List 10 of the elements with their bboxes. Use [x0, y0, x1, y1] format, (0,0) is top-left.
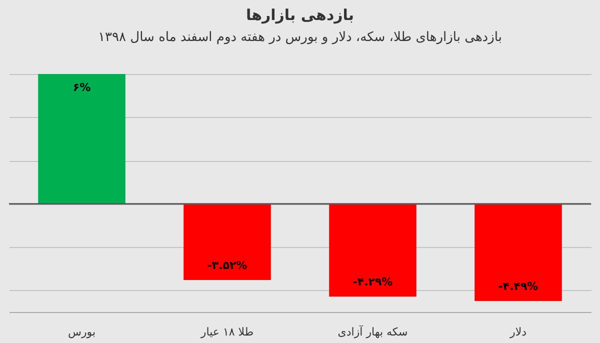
- x-tick-label: سکه بهار آزادی: [338, 324, 408, 338]
- data-label: -۴.۲۹%: [352, 276, 393, 289]
- data-label: -۴.۴۹%: [498, 280, 538, 293]
- data-label: -۳.۵۲%: [207, 258, 248, 272]
- x-tick-label: طلا ۱۸ عیار: [200, 326, 254, 338]
- data-label: ۶%: [72, 81, 91, 94]
- chart-title: بازدهی بازارها: [246, 6, 354, 24]
- x-tick-label: دلار: [509, 326, 527, 338]
- chart-subtitle: بازدهی بازارهای طلا، سکه، دلار و بورس در هفته دوم اسفند ماه سال ۱۳۹۸: [98, 30, 502, 45]
- x-tick-label: بورس: [68, 326, 96, 338]
